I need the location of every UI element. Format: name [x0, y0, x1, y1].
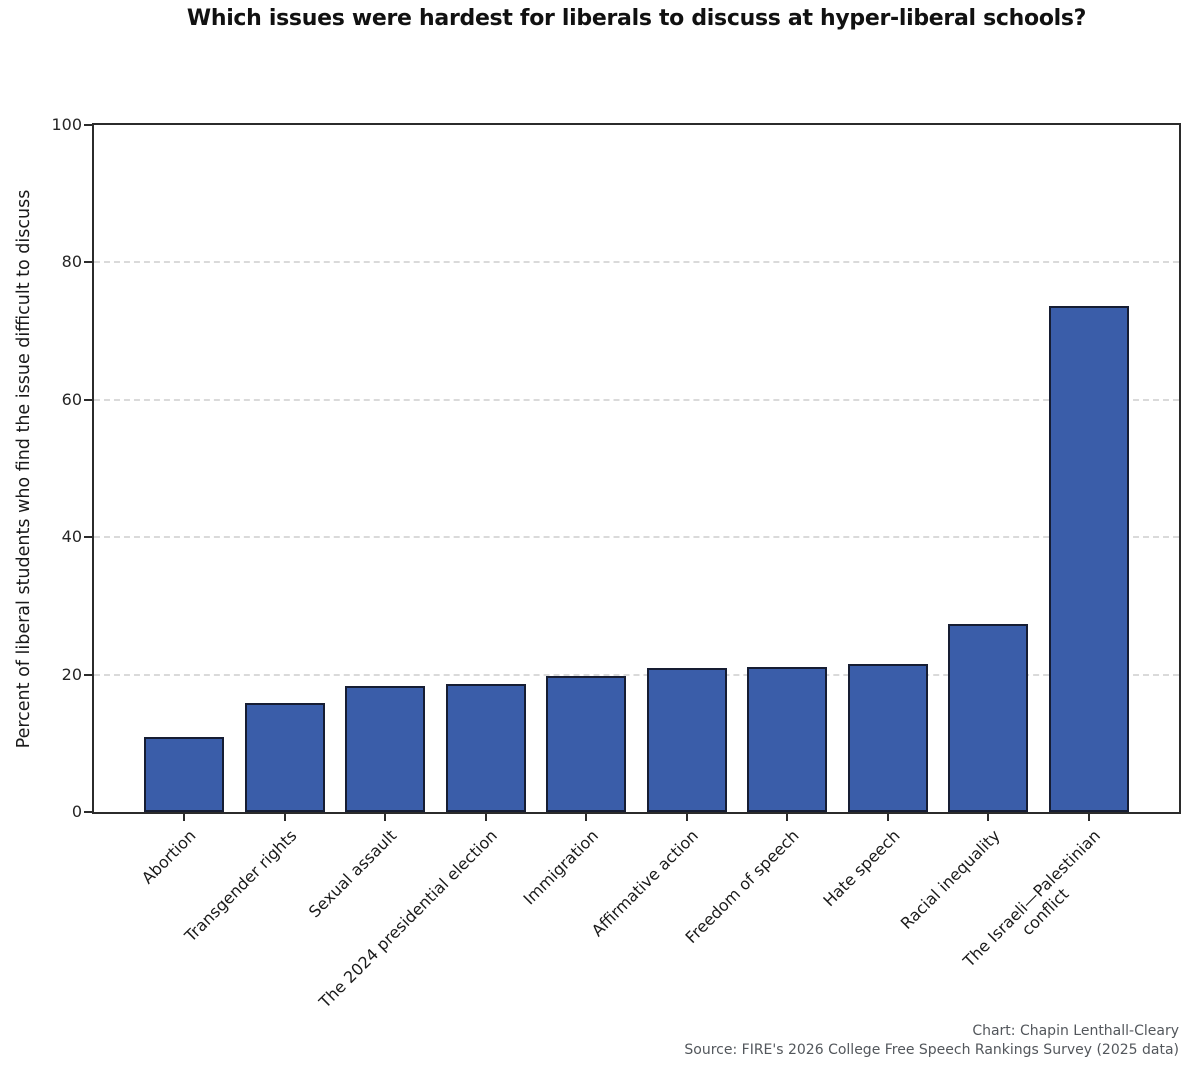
y-tick-label: 0 [71, 802, 82, 821]
gridline-y60 [94, 398, 1179, 401]
x-tick-label: Hate speech [819, 826, 904, 911]
x-tick-label: Affirmative action [588, 826, 703, 941]
x-tick [987, 812, 990, 821]
x-tick [1088, 812, 1090, 821]
gridline-y80 [94, 261, 1179, 264]
x-tick-label: Sexual assault [305, 826, 401, 922]
y-tick-label: 80 [61, 252, 82, 272]
x-tick-label: Transgender rights [180, 826, 300, 946]
footer-source: Source: FIRE's 2026 College Free Speech … [684, 1041, 1179, 1058]
bar [345, 686, 426, 812]
bar [546, 676, 627, 812]
bar [747, 667, 828, 812]
x-tick [786, 812, 789, 821]
bar [948, 624, 1029, 812]
x-tick [283, 812, 286, 821]
x-tick [183, 812, 185, 821]
chart-title: Which issues were hardest for liberals t… [186, 6, 1087, 31]
footer-credit: Chart: Chapin Lenthall-Cleary [972, 1023, 1179, 1039]
bar [445, 684, 526, 812]
y-tick-label: 100 [51, 115, 82, 134]
x-tick-label: Freedom of speech [681, 826, 803, 948]
y-axis-label-area: Percent of liberal students who find the… [8, 125, 40, 812]
x-tick [886, 812, 889, 821]
bar [1049, 306, 1129, 812]
x-tick-label: Immigration [519, 826, 602, 909]
y-tick [84, 536, 94, 539]
bar [646, 668, 727, 812]
plot-area [92, 123, 1181, 814]
gridline-y40 [94, 536, 1179, 539]
gridline-y20 [94, 673, 1179, 676]
x-tick-label: Abortion [137, 826, 200, 888]
y-tick [84, 124, 94, 126]
y-tick [84, 261, 94, 264]
x-tick [384, 812, 387, 821]
y-tick-label: 40 [61, 527, 82, 547]
y-tick-label: 20 [61, 664, 82, 684]
y-tick [84, 811, 94, 813]
x-tick [484, 812, 487, 821]
bar [847, 664, 928, 812]
x-tick [685, 812, 688, 821]
x-tick-label: The 2024 presidential election [315, 826, 502, 1012]
y-tick [84, 673, 94, 676]
y-tick [84, 398, 94, 401]
x-tick [585, 812, 588, 821]
bar [244, 703, 325, 812]
x-tick-label: Racial inequality [896, 826, 1004, 933]
bar [144, 737, 224, 812]
footer: Chart: Chapin Lenthall-Cleary Source: FI… [684, 1022, 1179, 1059]
y-tick-label: 60 [61, 389, 82, 409]
